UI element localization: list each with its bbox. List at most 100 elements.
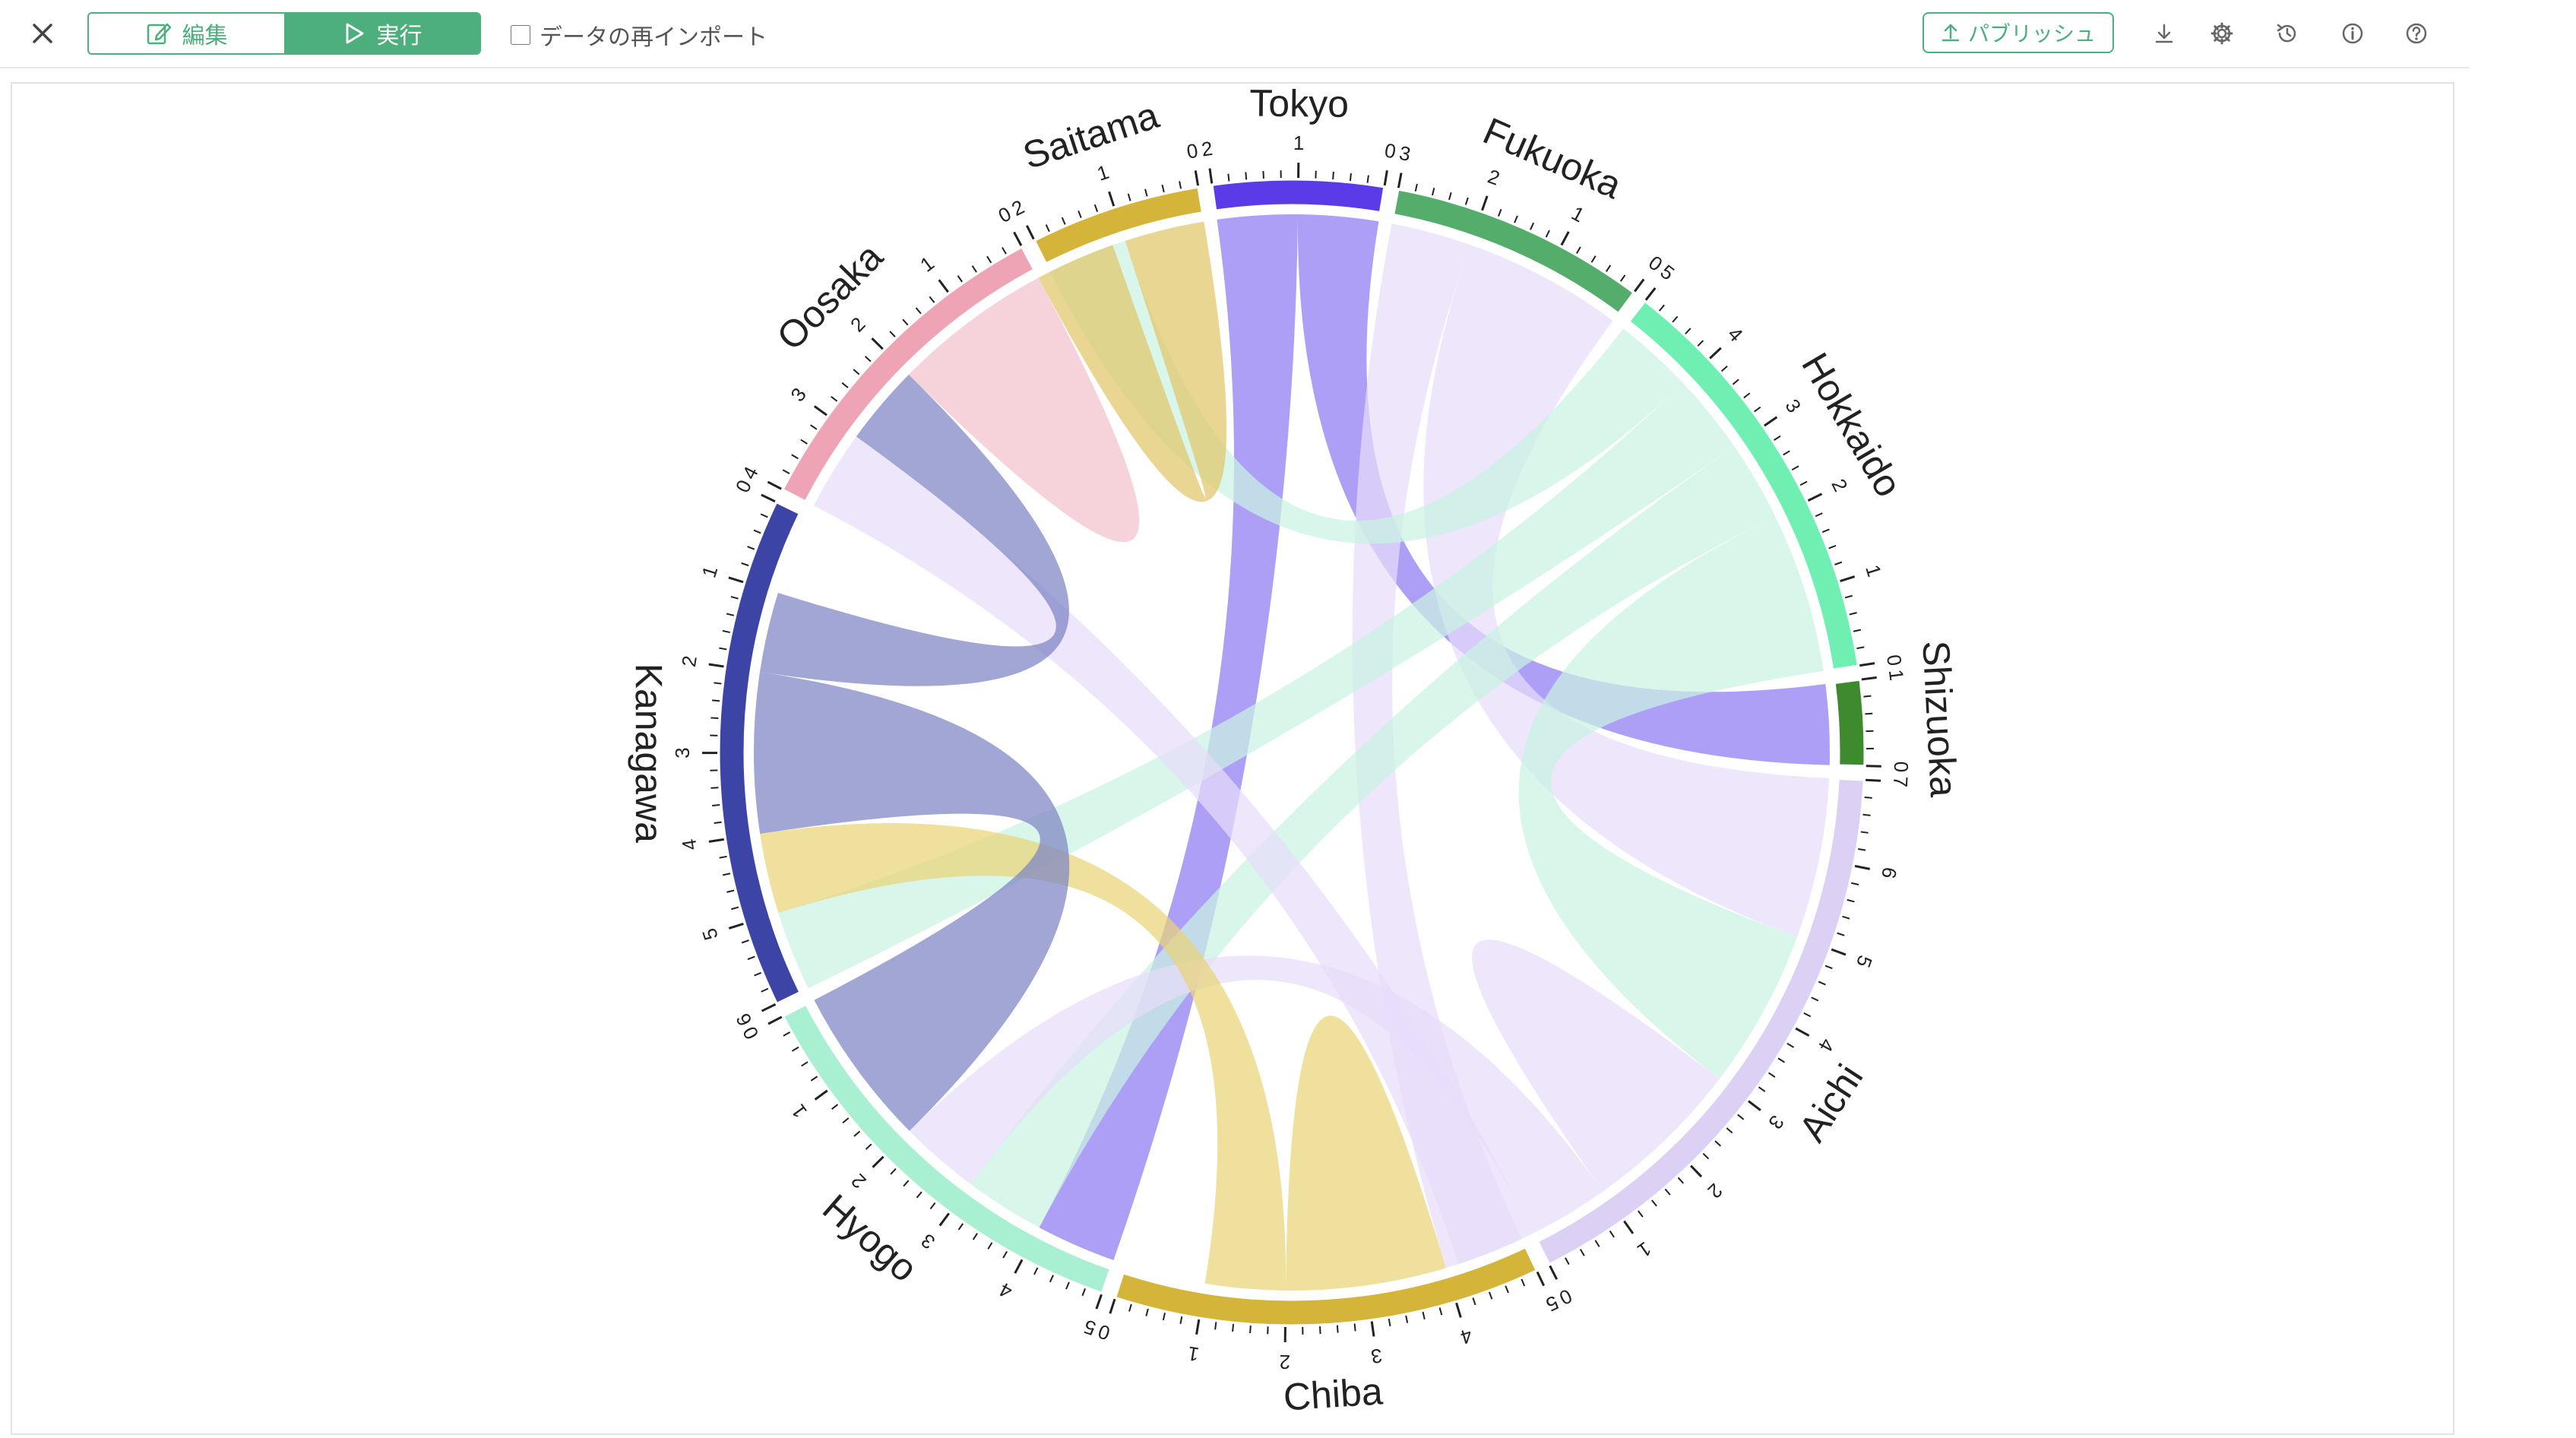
axis-tick [1245, 172, 1248, 180]
axis-tick [1677, 1177, 1684, 1184]
axis-tick [1560, 231, 1570, 246]
axis-tick [761, 493, 776, 503]
axis-tick [1856, 646, 1865, 650]
axis-tick [1332, 171, 1334, 180]
axis-tick [1842, 915, 1850, 920]
axis-tick [1638, 1210, 1644, 1218]
axis-tick [1818, 980, 1826, 986]
axis-tick [783, 1031, 791, 1037]
axis-tick [782, 469, 790, 475]
axis-tick [722, 629, 730, 634]
tick-label: 2 [1485, 165, 1503, 190]
axis-tick [1095, 1294, 1103, 1310]
axis-tick [890, 1168, 897, 1175]
axis-tick [714, 821, 722, 824]
edit-button[interactable]: 編集 [89, 14, 284, 53]
chord-link-aichi-hyogo [909, 955, 1603, 1234]
sector-hyogo [781, 1002, 1112, 1295]
axis-tick [889, 331, 896, 337]
axis-tick [929, 296, 935, 303]
axis-tick [726, 613, 735, 616]
axis-tick [767, 1015, 783, 1025]
axis-tick [1514, 215, 1518, 223]
axis-tick [1854, 864, 1870, 870]
axis-tick [1609, 1230, 1615, 1238]
axis-tick [1862, 813, 1871, 816]
axis-tick [728, 576, 744, 584]
axis-tick [1831, 948, 1847, 956]
axis-tick [1353, 1323, 1356, 1332]
tick-label: 3 [671, 747, 694, 758]
axis-tick [1709, 347, 1722, 360]
history-button[interactable] [2271, 17, 2304, 50]
axis-tick [1579, 1249, 1585, 1256]
axis-tick [1849, 612, 1857, 616]
sector-shizuoka [1833, 678, 1866, 768]
axis-tick [1576, 246, 1581, 255]
axis-tick [726, 889, 735, 893]
chord-link-saitama-oosaka [1038, 221, 1227, 502]
info-button[interactable] [2336, 17, 2369, 50]
download-button[interactable] [2147, 17, 2181, 50]
axis-tick [712, 804, 720, 806]
axis-tick [872, 1155, 885, 1168]
tick-label: 3 [786, 383, 811, 405]
axis-tick [1336, 1325, 1339, 1333]
sector-label-tokyo: Tokyo [1249, 82, 1349, 125]
reimport-option[interactable]: データの再インポート [511, 20, 767, 50]
sector-label-chiba: Chiba [1282, 1370, 1384, 1418]
tick-label: 2 [1200, 137, 1214, 161]
settings-button[interactable] [2205, 17, 2239, 50]
axis-tick [1366, 175, 1369, 183]
axis-tick [719, 855, 727, 859]
axis-tick [1803, 1012, 1812, 1018]
axis-tick [761, 987, 769, 993]
chord-link-chiba-chiba [1285, 1015, 1446, 1291]
tick-label: 4 [1723, 322, 1748, 346]
axis-tick [1799, 480, 1808, 486]
axis-tick [791, 1046, 799, 1052]
axis-tick [1743, 392, 1751, 399]
tick-label: 2 [1827, 475, 1852, 495]
axis-tick [1033, 1267, 1039, 1275]
tick-label: 2 [1279, 1351, 1290, 1373]
axis-tick [1672, 315, 1679, 323]
chord-link-aichi-aichi [1472, 939, 1720, 1192]
axis-tick [1859, 662, 1875, 667]
tick-label: 1 [1568, 201, 1588, 226]
publish-button[interactable]: パブリッシュ [1923, 12, 2114, 53]
tick-label: 1 [1885, 668, 1909, 682]
help-button[interactable] [2400, 17, 2433, 50]
axis-tick [1758, 1086, 1766, 1092]
axis-tick [1821, 528, 1830, 534]
gear-icon [2210, 22, 2233, 45]
axis-tick [1472, 1297, 1476, 1306]
axis-tick [915, 307, 922, 315]
axis-tick [813, 405, 828, 417]
axis-tick [1606, 264, 1612, 272]
axis-tick [1664, 1188, 1671, 1196]
axis-tick [1651, 1199, 1657, 1207]
chord-link-hokkaido-hyogo [970, 446, 1776, 1228]
tick-label: 4 [1814, 1035, 1839, 1056]
axis-tick [1791, 465, 1799, 471]
reimport-checkbox[interactable] [511, 25, 530, 45]
axis-tick [1481, 195, 1489, 211]
axis-tick [1505, 1285, 1509, 1294]
axis-tick [1530, 222, 1535, 230]
axis-tick [711, 699, 720, 702]
axis-tick [1844, 594, 1853, 599]
axis-tick [1108, 191, 1116, 207]
close-button[interactable] [26, 17, 59, 50]
tick-label: 3 [1764, 1111, 1789, 1134]
axis-tick [1774, 435, 1781, 441]
run-button[interactable]: 実行 [284, 14, 479, 53]
edit-label: 編集 [182, 24, 228, 49]
axis-tick [1194, 170, 1200, 186]
sector-oosaka [780, 245, 1036, 503]
axis-tick [728, 923, 744, 930]
axis-tick [903, 1180, 910, 1187]
axis-tick [1448, 192, 1452, 201]
axis-tick [1714, 1140, 1722, 1147]
axis-tick [1726, 1127, 1733, 1134]
